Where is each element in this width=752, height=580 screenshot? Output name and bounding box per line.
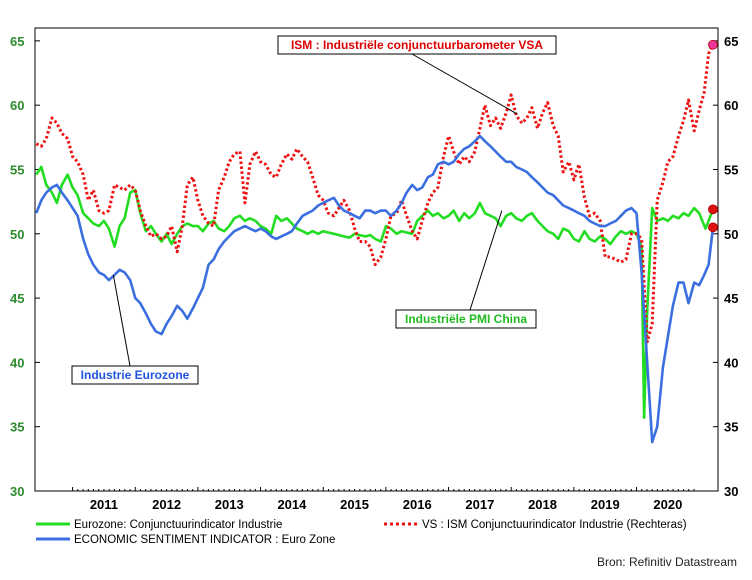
end-marker-0 <box>708 204 718 215</box>
plot-border <box>34 27 719 492</box>
y-right-tick-label: 45 <box>724 291 738 306</box>
y-axis-left: 30 35 40 45 50 55 60 65 <box>10 34 40 499</box>
y-left-tick-label: 35 <box>10 420 24 435</box>
annotation-leader-1 <box>469 210 503 311</box>
legend: Eurozone: Conjunctuurindicator Industrie… <box>36 519 687 546</box>
series-line-0 <box>35 165 715 419</box>
end-markers <box>708 39 718 233</box>
y-right-tick-label: 35 <box>724 420 738 435</box>
y-right-tick-label: 50 <box>724 227 738 242</box>
source-label: Bron: Refinitiv Datastream <box>597 555 737 569</box>
y-left-tick-label: 60 <box>10 98 24 113</box>
y-right-tick-label: 60 <box>724 98 738 113</box>
x-tick-label: 2017 <box>465 497 494 512</box>
legend-label-2: ECONOMIC SENTIMENT INDICATOR : Euro Zone <box>74 534 335 546</box>
x-tick-label: 2018 <box>528 497 557 512</box>
annotation-label-1: Industriële PMI China <box>405 312 527 326</box>
y-left-tick-label: 45 <box>10 291 24 306</box>
series-layer <box>35 44 715 444</box>
annotation-leader-2 <box>112 274 131 367</box>
y-right-tick-label: 40 <box>724 355 738 370</box>
series-line-2 <box>35 134 715 444</box>
y-right-tick-label: 55 <box>724 162 738 177</box>
x-tick-label: 2016 <box>403 497 432 512</box>
annotation-box-1 <box>395 309 537 329</box>
annotation-box-2 <box>71 365 199 385</box>
end-marker-1 <box>708 222 718 233</box>
y-left-tick-label: 40 <box>10 355 24 370</box>
annotation-label-0: ISM : Industriële conjunctuurbarometer V… <box>291 38 543 52</box>
legend-label-1: VS : ISM Conjunctuurindicator Industrie … <box>422 519 687 531</box>
x-tick-label: 2019 <box>591 497 620 512</box>
y-left-tick-label: 55 <box>10 162 24 177</box>
end-marker-2 <box>708 39 718 50</box>
legend-label-0: Eurozone: Conjunctuurindicator Industrie <box>74 519 282 531</box>
y-left-tick-label: 30 <box>10 484 24 499</box>
plot-frame <box>34 27 719 492</box>
y-left-tick-label: 50 <box>10 227 24 242</box>
x-tick-label: 2020 <box>653 497 682 512</box>
annotation-leader-0 <box>411 53 518 115</box>
x-tick-label: 2011 <box>90 497 118 512</box>
x-tick-label: 2012 <box>152 497 181 512</box>
x-tick-label: 2013 <box>215 497 244 512</box>
annotations: ISM : Industriële conjunctuurbarometer V… <box>71 35 557 385</box>
y-right-tick-label: 65 <box>724 34 738 49</box>
annotation-box-0 <box>277 35 557 55</box>
y-axis-right: 30 35 40 45 50 55 60 65 <box>713 34 738 499</box>
y-left-tick-label: 65 <box>10 34 24 49</box>
series-line-1 <box>35 44 715 344</box>
x-tick-label: 2015 <box>340 497 369 512</box>
y-right-tick-label: 30 <box>724 484 738 499</box>
annotation-label-2: Industrie Eurozone <box>81 368 190 382</box>
x-axis: 2011 2012 2013 2014 2015 2016 2017 2018 2019 2020 <box>72 487 695 512</box>
x-tick-label: 2014 <box>277 497 307 512</box>
